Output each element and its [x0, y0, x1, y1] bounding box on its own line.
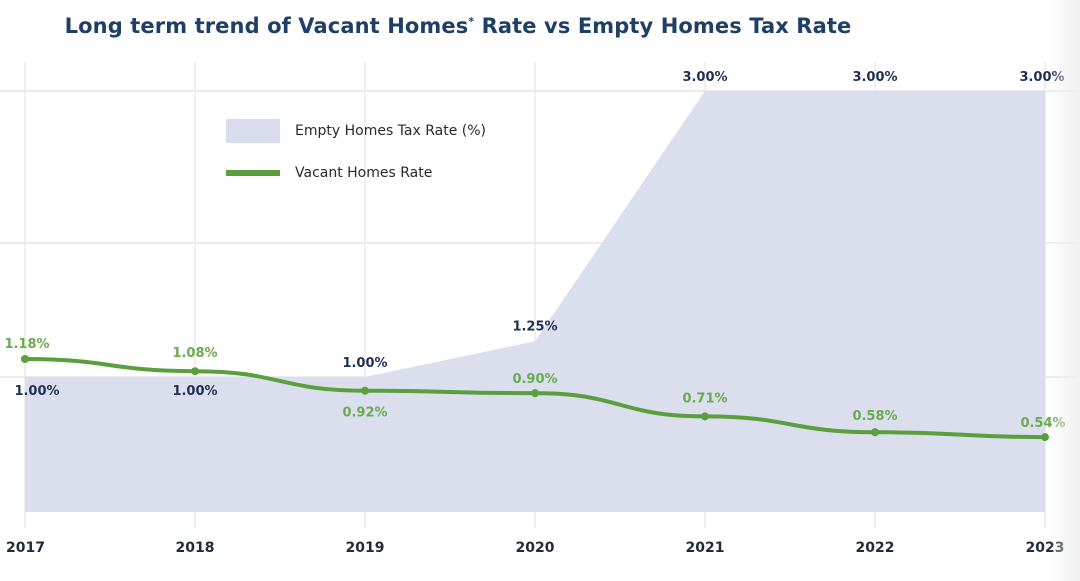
vacant-rate-data-label: 0.58%: [852, 409, 897, 424]
vacant-rate-point: [21, 355, 29, 363]
vacant-rate-point: [191, 367, 199, 376]
legend-item-vacant-rate: Vacant Homes Rate: [226, 160, 486, 186]
vacant-rate-data-label: 0.71%: [682, 391, 727, 406]
chart-title: Long term trend of Vacant Homes* Rate vs…: [0, 14, 916, 38]
tax-rate-data-label: 1.00%: [342, 356, 387, 371]
title-footnote-mark: *: [468, 15, 475, 28]
vacant-rate-data-label: 1.08%: [172, 346, 217, 361]
x-tick-label: 2018: [176, 540, 215, 556]
tax-rate-area: [25, 91, 1045, 512]
tax-rate-area-series: [25, 91, 1045, 512]
tax-rate-data-label: 1.00%: [14, 384, 59, 399]
vacant-rate-line-series: [21, 355, 1049, 442]
x-tick-label: 2021: [686, 540, 725, 556]
vacant-rate-data-label: 0.90%: [512, 372, 557, 387]
tax-rate-data-label: 1.25%: [512, 319, 557, 334]
vacant-rate-point: [531, 389, 539, 398]
legend-item-tax-rate: Empty Homes Tax Rate (%): [226, 118, 486, 144]
legend-label-vacant-rate: Vacant Homes Rate: [295, 165, 433, 181]
legend-swatch-area: [226, 119, 280, 143]
vacant-rate-data-label: 1.18%: [4, 337, 49, 352]
vacant-rate-point: [361, 386, 369, 395]
title-text-rest: Rate vs Empty Homes Tax Rate: [474, 14, 852, 38]
legend-swatch-line: [226, 170, 280, 176]
vacant-rate-data-label: 0.92%: [342, 406, 387, 421]
vacant-rate-point: [871, 428, 879, 437]
tax-rate-data-label: 3.00%: [682, 70, 727, 85]
legend: Empty Homes Tax Rate (%) Vacant Homes Ra…: [226, 118, 486, 202]
vacant-rate-point: [701, 412, 709, 421]
x-tick-label: 2020: [516, 540, 555, 556]
edge-shadow: [1050, 0, 1080, 581]
legend-label-tax-rate: Empty Homes Tax Rate (%): [295, 123, 487, 139]
x-axis-ticks: 2017 2018 2019 2020 2021 2022 2023: [6, 540, 1064, 556]
tax-rate-data-label: 1.00%: [172, 384, 217, 399]
vacant-rate-point: [1041, 433, 1049, 442]
x-tick-label: 2019: [346, 540, 385, 556]
title-text: Long term trend of Vacant Homes: [64, 14, 469, 38]
tax-rate-data-label: 3.00%: [852, 70, 897, 85]
x-tick-label: 2022: [856, 540, 895, 556]
x-tick-label: 2017: [6, 540, 45, 556]
